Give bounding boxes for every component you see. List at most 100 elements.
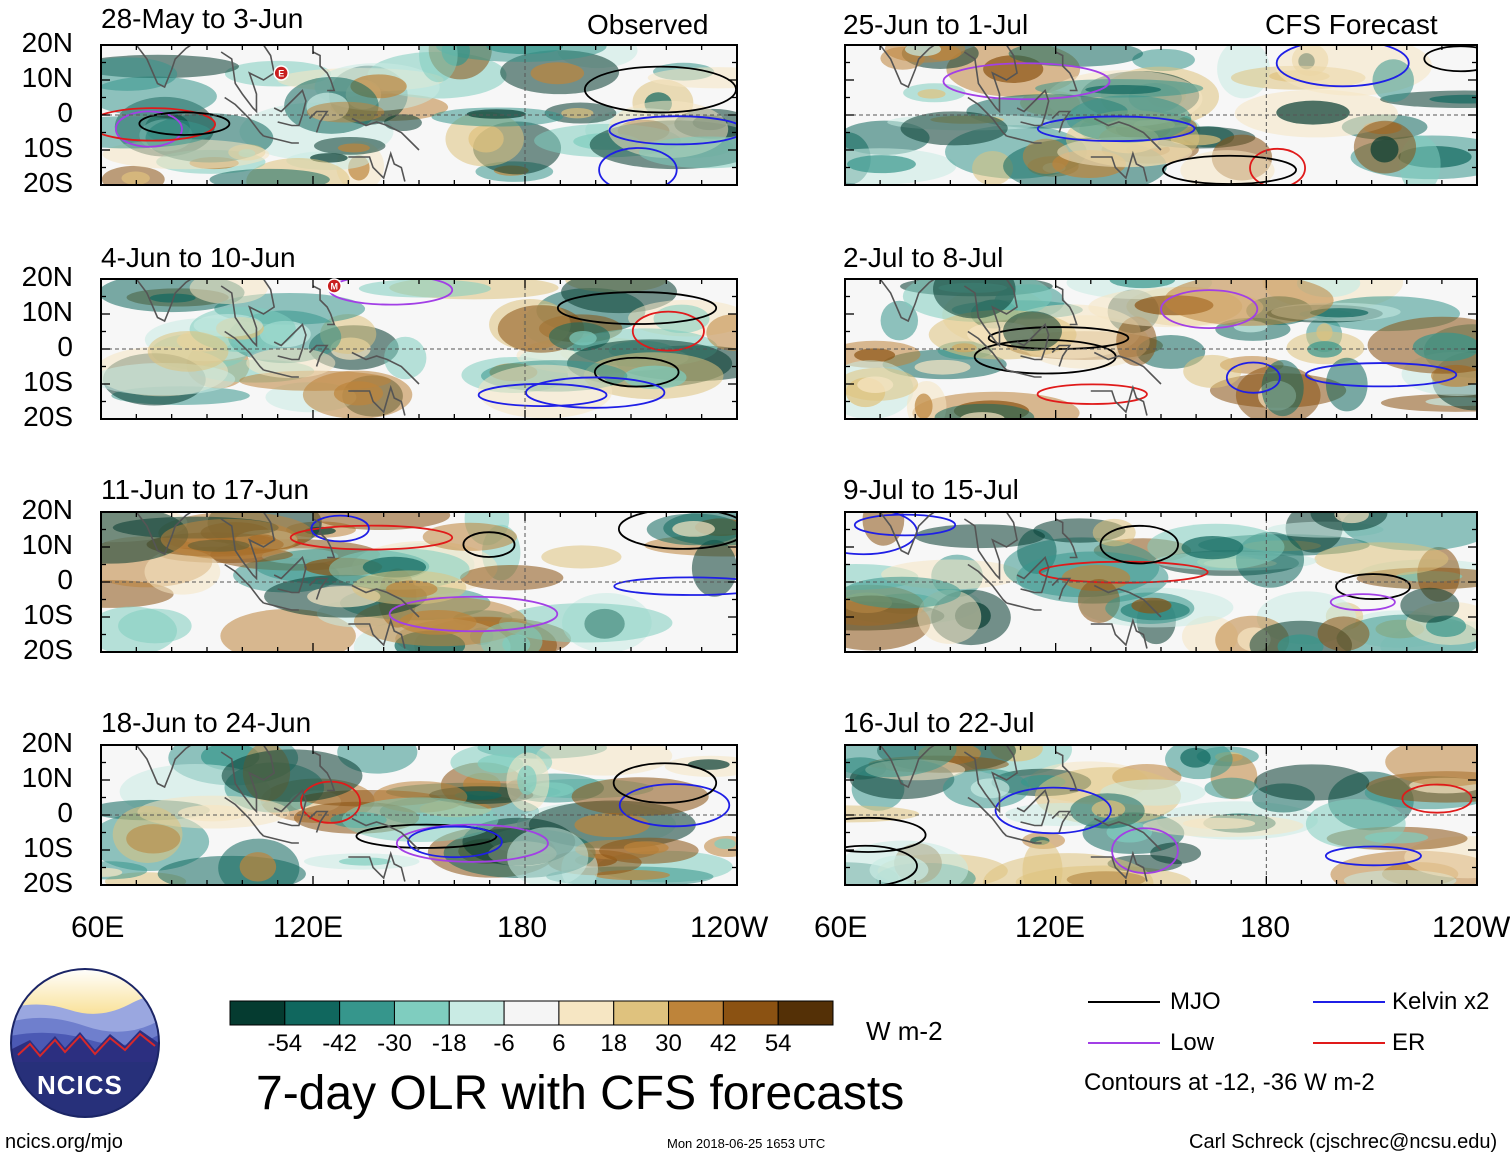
y-tick-label: 20S [23, 867, 73, 898]
olr-anomaly-blob [1317, 616, 1370, 652]
olr-anomaly-blob [900, 111, 1008, 146]
y-tick-label: 10N [21, 762, 73, 793]
olr-anomaly-blob [460, 564, 564, 591]
legend-contour-note: Contours at -12, -36 W m-2 [1084, 1069, 1375, 1096]
olr-anomaly-core [672, 520, 715, 537]
olr-anomaly-core [857, 376, 894, 394]
y-tick-label: 20N [21, 727, 73, 758]
x-tick-left-120W: 120W [690, 911, 769, 944]
contour-mjo [138, 111, 231, 136]
contour-kelvin [994, 786, 1112, 835]
y-tick-label: 20N [21, 261, 73, 292]
panel-observed-1: E [100, 44, 738, 186]
olr-anomaly-blob [1314, 542, 1449, 576]
coastline [308, 344, 329, 367]
coastline [1006, 602, 1042, 611]
coastline [879, 45, 936, 89]
colorbar-tick-label: -42 [322, 1030, 357, 1057]
coastline [263, 135, 299, 144]
olr-anomaly-blob [1022, 138, 1070, 174]
coastline [967, 96, 1008, 137]
coastline [224, 330, 265, 371]
coastline [313, 498, 317, 505]
coastline [1051, 577, 1072, 600]
storm-marker [273, 65, 289, 81]
coastline [312, 518, 336, 559]
olr-anomaly-core [1061, 564, 1131, 592]
olr-anomaly-blob [1372, 59, 1415, 103]
colorbar-tick-label: 42 [710, 1030, 737, 1057]
contour-mjo [1099, 524, 1179, 565]
olr-anomaly-blob [1116, 316, 1157, 366]
olr-anomaly-blob [306, 101, 385, 123]
olr-anomaly-blob [1183, 354, 1242, 388]
contour-er [631, 310, 705, 352]
colorbar-tick-label: -6 [493, 1030, 515, 1057]
olr-anomaly-core [970, 778, 1010, 799]
coastline [135, 45, 193, 89]
coastline [963, 279, 1018, 348]
coastline [1090, 150, 1148, 182]
contour-mjo [845, 844, 918, 885]
olr-anomaly-blob [1008, 45, 1143, 67]
olr-anomaly-blob [221, 749, 363, 802]
olr-anomaly-blob [536, 745, 673, 776]
colorbar-tick-label: -18 [431, 1030, 467, 1057]
olr-anomaly-blob [419, 45, 458, 83]
coastline [1056, 31, 1060, 38]
y-tick-label: 20N [21, 494, 73, 525]
olr-anomaly-core [1370, 136, 1399, 163]
panel-title-fc-1: 25-Jun to 1-Jul [843, 9, 1029, 40]
contour-er [1036, 383, 1148, 405]
panel-observed-2: M [100, 265, 738, 420]
olr-anomaly-core [385, 580, 438, 598]
olr-anomaly-core [869, 855, 929, 885]
y-tick-label: 10N [21, 296, 73, 327]
olr-anomaly-blob [1057, 137, 1193, 168]
olr-anomaly-core [960, 412, 1005, 419]
olr-anomaly-blob [845, 745, 957, 778]
olr-anomaly-blob [862, 512, 905, 546]
colorbar-units: W m-2 [866, 1016, 943, 1046]
y-tick-label: 10N [21, 529, 73, 560]
coastline [351, 351, 420, 385]
olr-anomaly-blob [972, 150, 1014, 185]
olr-anomaly-core [239, 852, 277, 882]
contour-er [289, 524, 454, 551]
contour-kelvin [525, 376, 666, 409]
colorbar-tick-label: 54 [764, 1030, 792, 1057]
olr-anomaly-core [1091, 800, 1126, 818]
olr-anomaly-blob [384, 336, 427, 380]
olr-anomaly-blob [383, 114, 422, 132]
olr-anomaly-core [121, 171, 150, 185]
coastline [879, 512, 936, 556]
colorbar-tick-label: 18 [600, 1030, 628, 1057]
footer-author: Carl Schreck (cjschrec@ncsu.edu) [1189, 1131, 1498, 1153]
panel-title-obs-3: 11-Jun to 17-Jun [101, 474, 310, 505]
olr-anomaly-blob [189, 279, 268, 305]
coastline [263, 369, 299, 378]
olr-anomaly-blob [160, 518, 299, 560]
olr-anomaly-core [502, 634, 531, 652]
coastline [963, 45, 1018, 114]
y-tick-label: 10N [21, 62, 73, 93]
olr-anomaly-core [623, 841, 669, 855]
contour-kelvin [618, 783, 731, 828]
contour-mjo [1423, 45, 1477, 73]
coastline [1093, 351, 1162, 385]
olr-anomaly-blob [1385, 745, 1477, 787]
olr-anomaly-core [561, 107, 594, 119]
x-tick-left-120E: 120E [273, 911, 344, 944]
olr-anomaly-blob [101, 606, 177, 652]
coastline [263, 602, 299, 611]
contour-kelvin [1036, 115, 1196, 142]
coastline [348, 850, 406, 882]
storm-marker-label: E [278, 69, 284, 79]
contour-low [388, 595, 559, 633]
olr-anomaly-core [714, 838, 736, 850]
coastline [313, 265, 317, 272]
olr-anomaly-blob [1204, 777, 1259, 799]
olr-anomaly-core [574, 812, 650, 838]
olr-anomaly-blob [1066, 95, 1192, 143]
